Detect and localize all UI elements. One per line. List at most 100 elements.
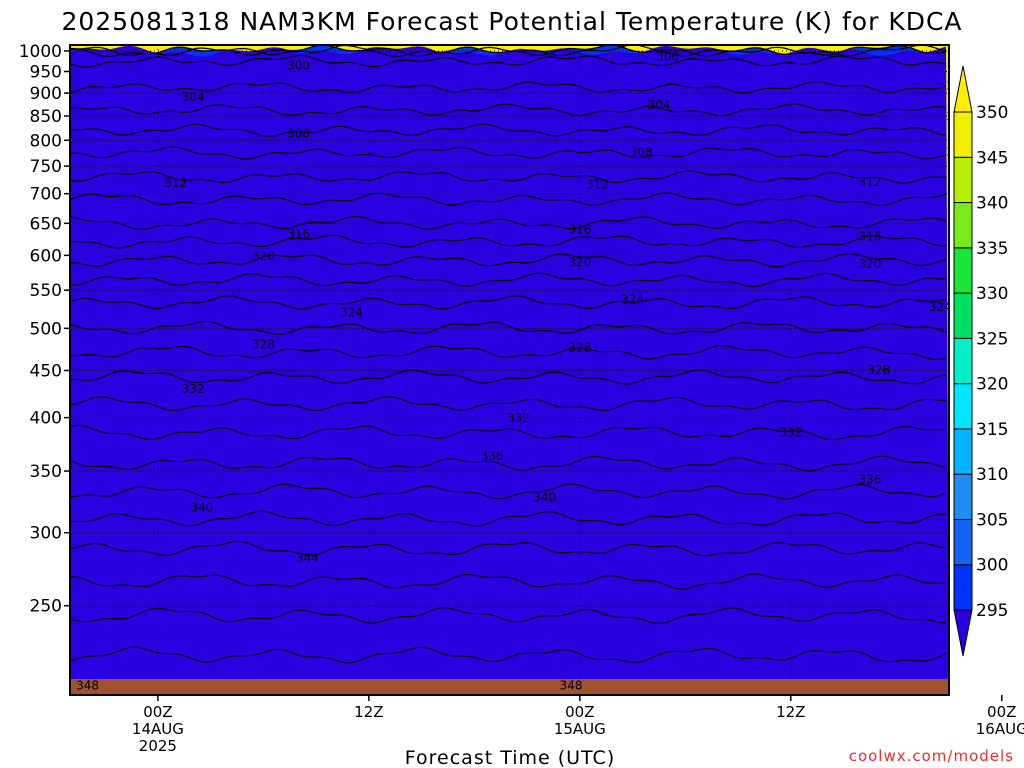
colorbar-tick-label: 335 (976, 239, 1008, 259)
y-tick-label: 550 (30, 281, 62, 301)
y-tick-label: 600 (30, 246, 62, 266)
contour-label-316: 316 (287, 227, 310, 241)
contour-line-318 (70, 234, 946, 249)
colorbar-segment-305-310 (953, 473, 973, 520)
colorbar-tick-label: 320 (976, 375, 1008, 395)
contour-label-328: 328 (867, 363, 890, 377)
contour-label-312: 312 (586, 178, 609, 192)
y-tick-label: 800 (30, 131, 62, 151)
x-tick-label: 00Z 14AUG 2025 (132, 703, 184, 755)
contour-label-304: 304 (647, 98, 670, 112)
contour-line-300 (70, 45, 947, 58)
y-tick-label: 1000 (19, 42, 62, 62)
contour-label-340: 340 (190, 500, 213, 514)
contour-label-332: 332 (779, 425, 802, 439)
x-tick-label: 00Z 15AUG (554, 703, 606, 738)
x-tick-label: 00Z 16AUG (976, 703, 1024, 738)
contour-label-320: 320 (568, 256, 591, 270)
colorbar-segment-315-320 (953, 383, 973, 430)
colorbar-tick-label: 345 (976, 148, 1008, 168)
contour-line-326 (70, 320, 947, 336)
contour-line-308 (70, 123, 947, 138)
contour-line-312 (70, 170, 947, 184)
temperature-fill-bands (70, 45, 949, 695)
contour-label-312: 312 (164, 176, 187, 190)
contour-labels: 348 348 344 340 340 336 336 332 332 332 328 328 328 3… (76, 50, 969, 693)
contour-line-316 (70, 215, 947, 231)
contour-line-348 (70, 646, 947, 664)
plot-area: 348 348 344 340 340 336 336 332 332 332 328 328 328 3… (70, 45, 969, 695)
contour-label-324: 324 (340, 305, 363, 319)
colorbar-segment-295-300 (953, 564, 973, 611)
contour-label-328: 328 (252, 337, 275, 351)
contour-label-308: 308 (630, 145, 653, 159)
contour-line-310 (70, 146, 947, 160)
y-tick-label: 250 (30, 597, 62, 617)
contour-line-302 (70, 55, 947, 68)
contour-line-344 (70, 573, 947, 590)
x-tick-label: 12Z (354, 703, 383, 721)
colorbar-tick-label: 295 (976, 601, 1008, 621)
contour-label-300: 300 (946, 79, 969, 93)
colorbar-tick-label: 350 (976, 103, 1008, 123)
contour-label-300: 300 (656, 50, 679, 64)
colorbar-tick-label: 300 (976, 556, 1008, 576)
contour-label-304: 304 (182, 90, 205, 104)
contour-line-346 (70, 607, 947, 625)
colorbar-segment-300-305 (953, 518, 973, 566)
y-tick-label: 850 (30, 107, 62, 127)
contour-label-336: 336 (858, 473, 881, 487)
colorbar-tick-label: 315 (976, 420, 1008, 440)
colorbar-extend-bottom (953, 609, 973, 657)
contour-label-332: 332 (182, 382, 205, 396)
x-tick-label: 12Z (776, 703, 805, 721)
y-tick-label: 650 (30, 214, 62, 234)
colorbar-segment-310-315 (953, 428, 973, 475)
contour-line-330 (70, 369, 947, 385)
contour-label-324: 324 (621, 293, 644, 307)
contour-label-340: 340 (533, 491, 556, 505)
contour-line-340 (70, 510, 947, 527)
y-tick-label: 450 (30, 361, 62, 381)
contour-label-308: 308 (287, 126, 310, 140)
contour-line-322 (70, 272, 947, 288)
colorbar-tick-label: 310 (976, 465, 1008, 485)
ground-surface (70, 679, 949, 695)
contour-label-328: 328 (568, 341, 591, 355)
x-axis: 00Z 14AUG 2025 12Z 00Z 15AUG 12Z 00Z 16AUG (132, 695, 1024, 755)
contour-label-304: 304 (946, 109, 969, 123)
colorbar-segment-320-325 (953, 337, 973, 385)
contour-line-332 (70, 395, 947, 412)
colorbar-tick-label: 325 (976, 329, 1008, 349)
y-axis: 250 300 350 400 450 500 550 600 650 700 750 800 850 9… (19, 42, 70, 617)
colorbar-segment-335-340 (953, 202, 973, 249)
contour-label-332: 332 (507, 411, 530, 425)
contour-label-348: 348 (76, 679, 99, 693)
contour-label-300: 300 (287, 59, 310, 73)
y-tick-label: 700 (30, 185, 62, 205)
chart-title: 2025081318 NAM3KM Forecast Potential Tem… (61, 7, 962, 36)
contour-label-344: 344 (296, 551, 319, 565)
colorbar: 295 300 305 310 315 320 325 330 335 340 345 350 (953, 65, 1008, 657)
colorbar-segment-345-350 (953, 111, 973, 158)
contour-label-320: 320 (858, 257, 881, 271)
contour-line-336 (70, 455, 947, 472)
contour-line-328 (70, 344, 947, 361)
colorbar-tick-label: 340 (976, 194, 1008, 214)
colorbar-segment-340-345 (953, 156, 973, 204)
contour-line-338 (70, 483, 947, 500)
fill-band-below-295 (70, 45, 949, 695)
contour-line-304 (70, 80, 947, 94)
colorbar-segment-330-335 (953, 247, 973, 294)
colorbar-segment-325-330 (953, 292, 973, 339)
contour-label-316: 316 (858, 229, 881, 243)
y-tick-label: 900 (30, 84, 62, 104)
contour-label-308: 308 (946, 145, 969, 159)
contour-line-324 (70, 295, 947, 310)
contour-line-306 (70, 103, 947, 117)
contour-line-342 (70, 540, 947, 557)
y-tick-label: 300 (30, 524, 62, 544)
colorbar-tick-label: 330 (976, 284, 1008, 304)
contour-label-316: 316 (568, 222, 591, 236)
